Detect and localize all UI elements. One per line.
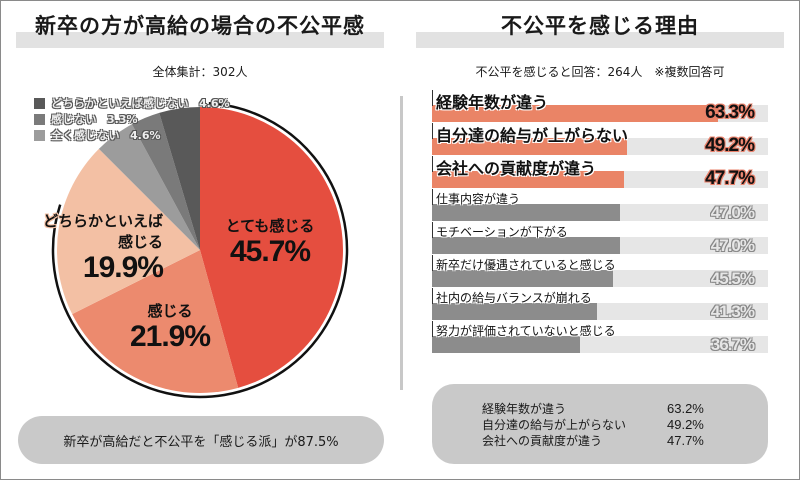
bar-value: 49.2% [705, 135, 755, 156]
bar-row: 会社への貢献度が違う 47.7% [432, 155, 768, 189]
summary-label: 自分達の給与が上がらない [482, 418, 627, 432]
summary-label: 経験年数が違う [482, 402, 567, 416]
bar-value: 41.3% [710, 302, 755, 321]
bar-label: モチベーションが下がる [436, 225, 568, 239]
bar-label: 自分達の給与が上がらない [436, 126, 629, 145]
legend-value: 4.6% [199, 96, 230, 110]
legend-value: 3.3% [107, 112, 138, 126]
conclusion-text: 新卒が高給だと不公平を「感じる派」が87.5% [63, 434, 339, 450]
pie-label-value: 19.9% [82, 251, 164, 284]
summary-row: 会社への貢献度が違う 47.7% [482, 433, 727, 449]
summary-value: 47.7% [667, 433, 704, 448]
legend-label: 感じない [51, 113, 97, 126]
bar-value: 47.0% [710, 203, 755, 222]
pie-slice [131, 112, 200, 250]
right-chart-title: 不公平を感じる理由 [501, 14, 699, 38]
bar-tick [432, 321, 433, 337]
pie-chart [51, 102, 349, 399]
pie-label-very-much: とても感じる 45.7% [210, 215, 330, 268]
legend-value: 4.6% [130, 128, 161, 142]
legend-swatch [34, 113, 45, 125]
left-chart-subtitle: 全体集計：302人 [152, 65, 248, 79]
bar-label: 新卒だけ優遇されていると感じる [436, 258, 616, 272]
summary-value: 49.2% [667, 417, 704, 432]
bar-tick [432, 255, 433, 271]
bar-row: 経験年数が違う 63.3% [432, 89, 768, 123]
pie-label-feel: 感じる 21.9% [115, 300, 225, 353]
summary-label: 会社への貢献度が違う [482, 434, 603, 448]
pie-label-value: 45.7% [229, 235, 311, 268]
bar-row: モチベーションが下がる 47.0% [432, 221, 768, 255]
pie-slice [56, 148, 201, 315]
bar-row: 新卒だけ優遇されていると感じる 45.5% [432, 254, 768, 288]
bar-fill [432, 270, 614, 287]
bar-value: 47.0% [710, 236, 755, 255]
bar-tick [432, 288, 433, 304]
bar-row: 社内の給与バランスが崩れる 41.3% [432, 287, 768, 321]
bar-fill [432, 105, 718, 122]
pie-label-value: 21.9% [129, 320, 211, 353]
legend-item: 感じない 3.3% [34, 111, 230, 127]
bar-row: 努力が評価されていないと感じる 36.7% [432, 320, 768, 354]
right-chart-subtitle: 不公平を感じると回答：264人 ※複数回答可 [475, 65, 725, 79]
left-title-band [16, 32, 384, 48]
summary-row: 経験年数が違う 63.2% [482, 401, 727, 417]
pie-slice [98, 124, 200, 250]
pie-label-name: とても感じる [225, 217, 315, 235]
legend-swatch [34, 97, 45, 109]
pie-slice [159, 107, 200, 250]
bar-tick [432, 222, 433, 238]
summary-table: 経験年数が違う 63.2% 自分達の給与が上がらない 49.2% 会社への貢献度… [482, 401, 727, 449]
bar-label: 努力が評価されていないと感じる [436, 324, 616, 338]
bar-tick [432, 123, 433, 139]
bar-label: 経験年数が違う [436, 93, 549, 112]
pie-label-somewhat-feel: どちらかといえば 感じる 19.9% [38, 210, 164, 284]
bar-fill [432, 237, 621, 254]
bar-row: 自分達の給与が上がらない 49.2% [432, 122, 768, 156]
bar-label: 仕事内容が違う [436, 192, 521, 206]
bar-label: 社内の給与バランスが崩れる [436, 291, 592, 305]
bar-fill [432, 336, 580, 353]
conclusion-pill: 新卒が高給だと不公平を「感じる派」が87.5% [18, 416, 384, 464]
bar-fill [432, 303, 597, 320]
panel-divider [400, 96, 403, 390]
bar-label: 会社への貢献度が違う [436, 159, 597, 178]
summary-value: 63.2% [667, 401, 704, 416]
bar-value: 45.5% [710, 269, 755, 288]
left-chart-title: 新卒の方が高給の場合の不公平感 [35, 14, 365, 38]
pie-label-name-line1: どちらかといえば [42, 212, 163, 230]
bar-fill [432, 138, 627, 155]
bar-value: 47.7% [705, 168, 755, 189]
summary-row: 自分達の給与が上がらない 49.2% [482, 417, 727, 433]
legend-label: どちらかといえば感じない [51, 97, 189, 110]
bar-tick [432, 156, 433, 172]
bar-row: 仕事内容が違う 47.0% [432, 188, 768, 222]
pie-label-name-line2: 感じる [117, 233, 163, 251]
legend-swatch [34, 129, 45, 141]
bar-tick [432, 90, 433, 106]
pie-outline [51, 102, 349, 399]
legend-item: 全く感じない 4.6% [34, 127, 230, 143]
bar-value: 63.3% [705, 102, 755, 123]
right-title-band [416, 32, 784, 48]
bar-value: 36.7% [710, 335, 755, 354]
legend-item: どちらかといえば感じない 4.6% [34, 95, 230, 111]
pie-label-name: 感じる [147, 302, 193, 320]
summary-box [432, 384, 768, 464]
pie-slice [72, 250, 239, 393]
legend-label: 全く感じない [51, 129, 120, 142]
pie-slice [200, 107, 344, 388]
bar-fill [432, 204, 621, 221]
bar-tick [432, 189, 433, 205]
bar-fill [432, 171, 624, 188]
pie-legend: どちらかといえば感じない 4.6% 感じない 3.3% 全く感じない 4.6% [34, 95, 230, 143]
